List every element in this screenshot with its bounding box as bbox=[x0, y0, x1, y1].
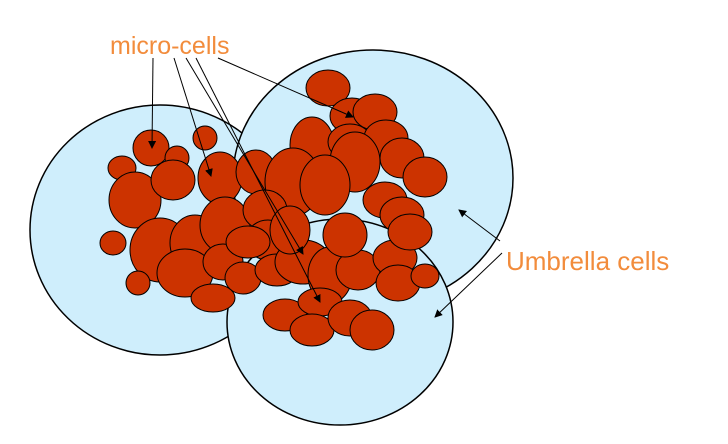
micro-cell bbox=[192, 125, 218, 151]
micro-cell bbox=[289, 313, 335, 347]
micro-cell bbox=[197, 151, 243, 205]
micro-cell bbox=[402, 156, 448, 198]
umbrella-cells-label: Umbrella cells bbox=[506, 246, 669, 276]
micro-cell bbox=[150, 159, 196, 201]
micro-cell bbox=[190, 283, 236, 313]
micro-cell bbox=[299, 154, 351, 216]
arrow-umbrella-2 bbox=[434, 252, 503, 318]
arrow-micro-4 bbox=[195, 57, 321, 303]
arrow-micro-2 bbox=[173, 57, 213, 177]
micro-cells bbox=[99, 69, 448, 351]
arrows bbox=[148, 57, 503, 318]
arrow-micro-1 bbox=[148, 57, 157, 149]
micro-cell bbox=[225, 225, 271, 259]
micro-cell bbox=[387, 213, 433, 251]
micro-cell bbox=[99, 230, 127, 256]
micro-cells-label: micro-cells bbox=[110, 32, 229, 60]
micro-cell bbox=[349, 309, 395, 351]
micro-cell bbox=[125, 270, 151, 296]
arrow-umbrella-1 bbox=[458, 209, 501, 242]
micro-cell bbox=[269, 205, 311, 255]
micro-cell bbox=[322, 212, 368, 258]
micro-cell bbox=[132, 129, 170, 167]
arrow-micro-3 bbox=[185, 57, 304, 255]
micro-cell bbox=[410, 263, 440, 289]
micro-cell bbox=[108, 171, 162, 229]
arrow-micro-5 bbox=[217, 57, 354, 118]
